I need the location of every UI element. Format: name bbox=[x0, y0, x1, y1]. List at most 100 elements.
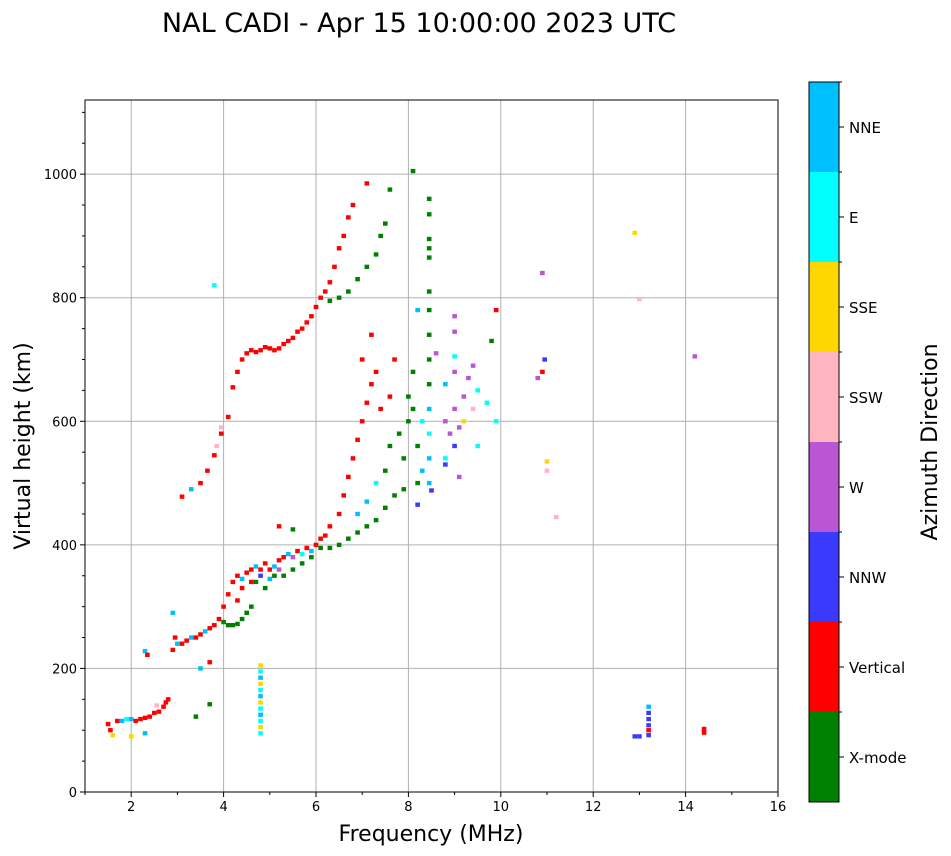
data-point-vertical bbox=[249, 567, 254, 572]
data-point-nnw bbox=[646, 710, 651, 716]
data-point-x-mode bbox=[382, 221, 388, 226]
data-point-vertical bbox=[221, 604, 226, 609]
data-point-x-mode bbox=[244, 610, 250, 615]
data-point-x-mode bbox=[346, 536, 351, 541]
data-point-w bbox=[466, 375, 471, 381]
data-point-nne bbox=[253, 564, 259, 569]
data-point-vertical bbox=[327, 280, 333, 285]
colorbar-label-w: W bbox=[849, 479, 864, 497]
data-point-nne bbox=[188, 635, 194, 640]
data-point-vertical bbox=[350, 202, 356, 208]
data-point-vertical bbox=[295, 329, 300, 334]
plot-frame bbox=[84, 99, 779, 793]
data-point-nne bbox=[258, 712, 263, 717]
data-point-x-mode bbox=[410, 406, 416, 412]
data-point-w bbox=[276, 567, 282, 572]
data-point-nne bbox=[258, 675, 263, 680]
data-point-vertical bbox=[235, 598, 240, 603]
colorbar-segment bbox=[809, 442, 839, 532]
data-point-vertical bbox=[267, 567, 273, 572]
data-point-vertical bbox=[359, 357, 365, 362]
data-point-vertical bbox=[364, 400, 370, 405]
data-point-vertical bbox=[281, 341, 286, 347]
data-point-vertical bbox=[216, 616, 222, 622]
data-point-nne bbox=[198, 666, 203, 671]
data-point-vertical bbox=[244, 570, 250, 575]
data-point-w bbox=[535, 375, 541, 381]
data-point-vertical bbox=[115, 718, 120, 724]
data-point-vertical bbox=[272, 348, 277, 353]
data-point-vertical bbox=[205, 468, 210, 473]
data-point-vertical bbox=[290, 335, 296, 341]
data-point-e bbox=[373, 480, 379, 486]
data-point-vertical bbox=[540, 369, 545, 375]
data-point-vertical bbox=[336, 511, 342, 517]
data-point-x-mode bbox=[235, 621, 240, 627]
data-point-vertical bbox=[701, 726, 707, 732]
data-point-vertical bbox=[322, 533, 328, 538]
data-point-vertical bbox=[198, 632, 203, 637]
data-point-vertical bbox=[179, 641, 185, 646]
data-point-w bbox=[692, 354, 698, 359]
data-point-vertical bbox=[341, 493, 347, 498]
data-point-nne bbox=[285, 551, 291, 557]
data-point-x-mode bbox=[426, 196, 432, 202]
data-point-vertical bbox=[346, 474, 351, 480]
data-point-vertical bbox=[304, 545, 310, 551]
data-point-x-mode bbox=[387, 187, 393, 192]
data-point-vertical bbox=[276, 524, 282, 529]
data-point-e bbox=[475, 388, 481, 393]
x-tick-label: 10 bbox=[493, 800, 510, 815]
data-point-x-mode bbox=[364, 264, 370, 269]
data-point-vertical bbox=[369, 382, 374, 387]
data-point-vertical bbox=[646, 728, 651, 733]
data-point-w bbox=[452, 406, 457, 412]
data-point-vertical bbox=[318, 295, 323, 300]
data-point-e bbox=[258, 718, 263, 724]
data-point-ssw bbox=[553, 514, 559, 520]
data-point-x-mode bbox=[355, 277, 360, 282]
data-point-nne bbox=[419, 468, 425, 473]
data-point-x-mode bbox=[489, 338, 494, 344]
data-point-vertical bbox=[295, 548, 300, 554]
data-point-nne bbox=[128, 716, 134, 722]
data-point-w bbox=[456, 474, 462, 480]
data-point-nne bbox=[175, 641, 180, 646]
data-point-e bbox=[258, 706, 263, 711]
data-point-x-mode bbox=[382, 468, 388, 473]
colorbar-segment bbox=[809, 532, 839, 622]
data-point-vertical bbox=[262, 561, 268, 566]
data-point-w bbox=[447, 431, 453, 436]
data-point-nne bbox=[355, 511, 360, 517]
data-point-vertical bbox=[387, 394, 393, 399]
data-point-vertical bbox=[184, 638, 189, 643]
data-point-x-mode bbox=[426, 357, 432, 362]
data-point-vertical bbox=[172, 635, 178, 640]
data-point-ssw bbox=[214, 443, 219, 449]
data-point-vertical bbox=[322, 289, 328, 294]
data-point-vertical bbox=[170, 647, 176, 653]
data-point-x-mode bbox=[378, 233, 383, 239]
data-point-sse bbox=[632, 230, 638, 236]
data-point-vertical bbox=[336, 246, 342, 251]
data-point-vertical bbox=[133, 718, 139, 724]
data-point-vertical bbox=[165, 697, 171, 702]
data-point-vertical bbox=[359, 419, 365, 424]
data-point-nne bbox=[258, 694, 263, 699]
data-point-x-mode bbox=[415, 443, 420, 449]
data-point-e bbox=[212, 283, 217, 288]
data-point-w bbox=[433, 351, 439, 356]
data-point-vertical bbox=[138, 716, 143, 722]
data-point-nnw bbox=[415, 502, 420, 507]
data-point-vertical bbox=[249, 579, 254, 585]
data-point-vertical bbox=[239, 585, 245, 591]
data-point-ssw bbox=[637, 296, 642, 302]
data-point-nnw bbox=[443, 462, 448, 467]
data-point-vertical bbox=[235, 573, 240, 578]
data-point-nne bbox=[646, 704, 651, 709]
data-point-ssw bbox=[218, 425, 224, 430]
data-point-w bbox=[456, 425, 462, 430]
data-point-x-mode bbox=[426, 255, 432, 260]
data-point-w bbox=[452, 329, 457, 334]
